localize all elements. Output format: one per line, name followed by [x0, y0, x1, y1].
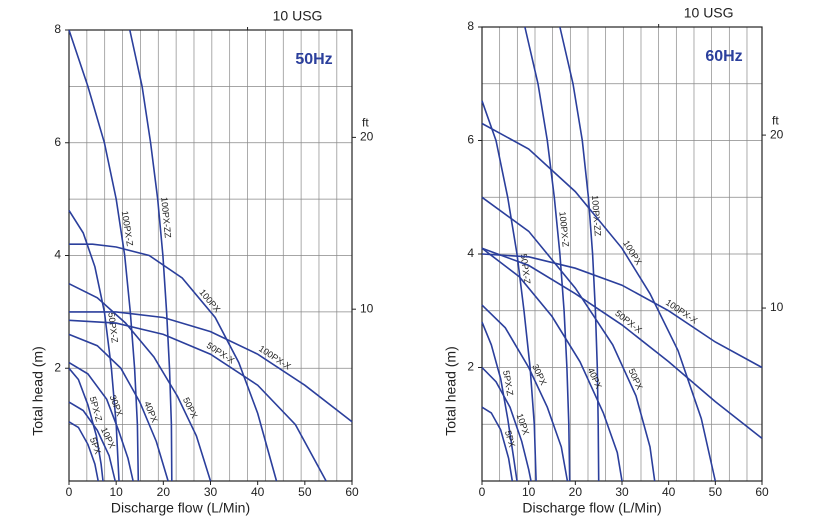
chart-title: 50Hz: [295, 51, 332, 68]
curve: [68, 367, 104, 482]
x-tick-label: 10: [109, 485, 123, 499]
y2-tick-label: 10: [360, 301, 374, 315]
curve: [129, 29, 173, 482]
curve: [481, 247, 623, 482]
curve-label: 40PX: [142, 400, 160, 424]
y2-tick-label: 20: [770, 127, 784, 141]
curve: [68, 361, 134, 482]
y2-axis-title: ft: [362, 116, 369, 130]
x-tick-label: 30: [615, 485, 629, 499]
y2-tick-label: 20: [360, 130, 374, 144]
x-axis-title: Discharge flow (L/Min): [522, 500, 661, 516]
y-tick-label: 8: [467, 19, 474, 33]
x-tick-label: 60: [345, 485, 359, 499]
y-axis-title: Total head (m): [30, 346, 46, 435]
curve-label: 5PX-Z: [88, 395, 105, 423]
curve: [481, 100, 537, 482]
y-tick-label: 2: [467, 360, 474, 374]
curve-label: 50PX-X: [205, 340, 236, 365]
curve: [68, 333, 169, 482]
y-tick-label: 4: [54, 248, 61, 262]
curve: [481, 321, 518, 482]
curve-label: 50PX-Z: [519, 253, 533, 285]
x-tick-label: 60: [755, 485, 769, 499]
x-tick-label: 10: [522, 485, 536, 499]
x-tick-label: 0: [66, 485, 73, 499]
y-tick-label: 2: [54, 360, 61, 374]
x-tick-label: 0: [479, 485, 486, 499]
x-axis-title: Discharge flow (L/Min): [111, 500, 250, 516]
curve: [68, 282, 212, 482]
curve: [481, 304, 569, 482]
chart-title: 60Hz: [705, 48, 742, 65]
curve: [69, 243, 278, 482]
y-tick-label: 4: [467, 246, 474, 260]
x2-tick-label: 10 USG: [273, 8, 323, 24]
x-tick-label: 40: [251, 485, 265, 499]
curve: [68, 29, 140, 482]
curve: [481, 406, 514, 482]
curve-label: 30PX: [530, 363, 548, 387]
curve: [559, 26, 600, 482]
curve: [524, 26, 571, 482]
y-tick-label: 6: [467, 133, 474, 147]
curve-label: 5PX: [503, 429, 517, 448]
y-tick-label: 6: [54, 135, 61, 149]
x-tick-label: 20: [157, 485, 171, 499]
x-tick-label: 50: [298, 485, 312, 499]
curve: [481, 196, 656, 482]
x-tick-label: 20: [569, 485, 583, 499]
curve-label: 100PX-Z: [557, 211, 570, 248]
x2-tick-label: 10 USG: [684, 5, 734, 21]
curve: [481, 366, 532, 482]
x-tick-label: 50: [709, 485, 723, 499]
curve-label: 100PX-ZZ: [159, 197, 173, 239]
curve-label: 30PX: [108, 393, 125, 417]
curve: [481, 247, 763, 440]
curve: [481, 253, 763, 369]
y-axis-title: Total head (m): [443, 346, 459, 435]
curve: [68, 319, 327, 482]
x-tick-label: 40: [662, 485, 676, 499]
curve: [68, 401, 116, 482]
curve: [481, 122, 717, 482]
y2-tick-label: 10: [770, 300, 784, 314]
curve-label: 50PX: [627, 367, 645, 391]
y-tick-label: 8: [54, 22, 61, 36]
curve-label: 100PX-ZZ: [590, 195, 603, 237]
curve-label: 50PX-Z: [106, 312, 120, 344]
curve-label: 5PX-Z: [501, 370, 515, 397]
curve: [69, 311, 353, 423]
curve-label: 40PX: [586, 366, 604, 390]
curve: [68, 421, 99, 482]
y2-axis-title: ft: [772, 113, 779, 127]
x-tick-label: 30: [204, 485, 218, 499]
